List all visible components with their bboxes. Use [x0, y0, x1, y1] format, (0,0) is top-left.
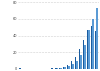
Bar	[55, 68, 56, 69]
Bar	[56, 68, 58, 69]
Bar	[63, 67, 64, 69]
Bar	[71, 61, 72, 69]
Bar	[84, 45, 86, 69]
Bar	[91, 26, 92, 69]
Bar	[92, 19, 94, 69]
Bar	[59, 68, 60, 69]
Bar	[75, 57, 76, 69]
Bar	[67, 65, 68, 69]
Bar	[68, 66, 70, 69]
Bar	[60, 68, 62, 69]
Bar	[95, 31, 96, 69]
Bar	[87, 30, 88, 69]
Bar	[83, 40, 84, 69]
Bar	[19, 68, 21, 69]
Bar	[76, 61, 78, 69]
Bar	[64, 67, 66, 69]
Bar	[51, 68, 52, 69]
Bar	[88, 30, 90, 69]
Bar	[79, 49, 80, 69]
Bar	[72, 64, 74, 69]
Bar	[80, 55, 82, 69]
Bar	[96, 8, 98, 69]
